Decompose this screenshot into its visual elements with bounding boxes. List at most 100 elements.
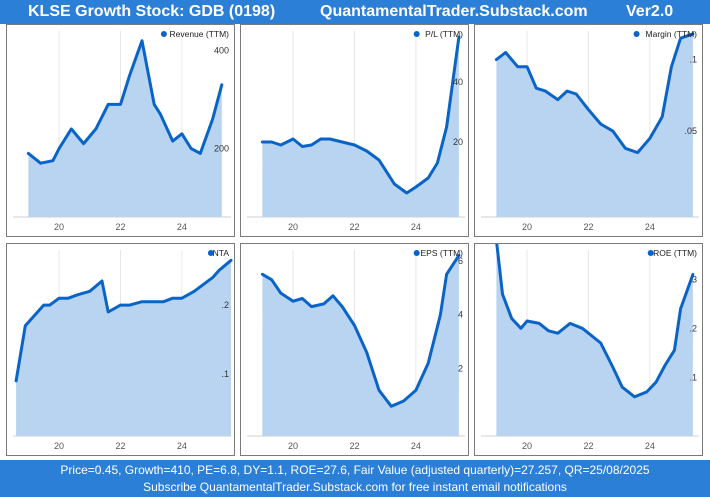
eps-chart-panel: 20 22 24 2 4 6 EPS (TTM) xyxy=(240,243,469,456)
data-point xyxy=(162,300,165,303)
x-tick-label: 22 xyxy=(349,441,359,451)
data-point xyxy=(654,381,658,384)
x-tick-label: 20 xyxy=(54,222,64,232)
x-tick-label: 24 xyxy=(645,222,655,232)
y-tick-label: 20 xyxy=(453,137,463,147)
x-tick-label: 22 xyxy=(115,441,125,451)
data-point xyxy=(220,83,223,86)
series-line xyxy=(14,258,233,383)
data-point xyxy=(107,310,110,314)
data-point xyxy=(14,379,18,383)
y-tick-label: 4 xyxy=(458,310,463,320)
data-point xyxy=(211,117,214,121)
data-point xyxy=(322,302,325,306)
data-point xyxy=(414,389,418,392)
data-point xyxy=(439,313,442,316)
data-point xyxy=(88,290,92,293)
data-point xyxy=(390,405,393,408)
data-point xyxy=(636,151,639,154)
y-tick-label: .1 xyxy=(221,369,229,379)
header-version: Ver2.0 xyxy=(626,3,674,20)
data-point xyxy=(565,89,569,93)
legend-label: P/L (TTM) xyxy=(425,29,463,39)
y-tick-label: .2 xyxy=(221,300,229,310)
data-point xyxy=(140,39,144,42)
data-point xyxy=(556,332,559,335)
data-point xyxy=(301,145,304,148)
data-point xyxy=(51,159,55,162)
data-point xyxy=(599,122,602,126)
footer-subscribe[interactable]: Subscribe QuantamentalTrader.Substack.co… xyxy=(143,480,567,494)
data-point xyxy=(193,290,196,293)
data-point xyxy=(331,294,335,297)
y-tick-label: .2 xyxy=(689,323,697,333)
data-point xyxy=(24,324,27,327)
x-tick-label: 24 xyxy=(177,441,187,451)
header-site[interactable]: QuantamentalTrader.Substack.com xyxy=(320,3,588,20)
data-point xyxy=(679,37,682,40)
data-point xyxy=(691,273,695,276)
data-point xyxy=(270,140,273,144)
data-point xyxy=(57,147,61,150)
data-point xyxy=(624,147,627,150)
data-point xyxy=(575,92,578,96)
data-point xyxy=(82,142,85,145)
data-point xyxy=(171,297,174,300)
legend-marker xyxy=(633,31,640,37)
data-point xyxy=(76,293,79,296)
data-point xyxy=(217,269,220,272)
data-point xyxy=(535,87,538,90)
data-point xyxy=(310,143,313,147)
data-point xyxy=(587,332,590,335)
data-point xyxy=(128,73,131,77)
roe-chart: 20 22 24 .1 .2 .3 ROE (TTM) xyxy=(481,244,699,451)
data-point xyxy=(427,362,430,365)
data-point xyxy=(100,279,104,283)
data-point xyxy=(291,300,295,303)
x-tick-label: 20 xyxy=(522,222,532,232)
margin-chart: 20 22 24 .05 .1 Margin (TTM) xyxy=(481,29,699,232)
y-tick-label: 200 xyxy=(214,143,229,153)
legend-marker xyxy=(647,250,654,256)
data-point xyxy=(261,273,264,276)
x-tick-label: 20 xyxy=(522,441,532,451)
x-tick-label: 24 xyxy=(411,222,421,232)
data-point xyxy=(611,366,615,369)
series-area xyxy=(496,33,693,218)
data-point xyxy=(119,303,122,307)
data-point xyxy=(581,327,584,330)
data-point xyxy=(57,297,61,300)
data-point xyxy=(414,185,418,189)
data-point xyxy=(341,140,344,144)
data-point xyxy=(377,389,381,392)
data-point xyxy=(679,307,682,310)
data-point xyxy=(70,127,73,131)
data-point xyxy=(611,130,615,133)
data-point xyxy=(310,305,313,308)
footer-stats: Price=0.45, Growth=410, PE=6.8, DY=1.1, … xyxy=(60,463,650,477)
data-point xyxy=(525,65,529,68)
data-point xyxy=(633,395,636,398)
x-tick-label: 22 xyxy=(349,222,359,232)
header-title: KLSE Growth Stock: GDB (0198) xyxy=(28,3,276,20)
data-point xyxy=(229,259,233,262)
data-point xyxy=(319,137,322,141)
legend-marker xyxy=(160,31,167,37)
y-tick-label: 400 xyxy=(214,46,229,56)
y-tick-label: 2 xyxy=(458,364,463,374)
revenue-chart: 20 22 24 200 400 Revenue (TTM) xyxy=(13,29,231,232)
data-point xyxy=(648,137,652,140)
legend-marker xyxy=(413,250,420,256)
data-point xyxy=(621,385,624,389)
data-point xyxy=(211,276,214,279)
revenue-chart-panel: 20 22 24 200 400 Revenue (TTM) xyxy=(6,24,235,237)
data-point xyxy=(180,297,184,300)
data-point xyxy=(150,300,153,303)
y-tick-label: 6 xyxy=(458,256,463,266)
legend-label: EPS (TTM) xyxy=(421,248,464,258)
data-point xyxy=(568,322,572,325)
data-point xyxy=(525,319,529,323)
series-area xyxy=(16,260,232,436)
data-point xyxy=(107,103,110,106)
x-tick-label: 20 xyxy=(288,441,298,451)
